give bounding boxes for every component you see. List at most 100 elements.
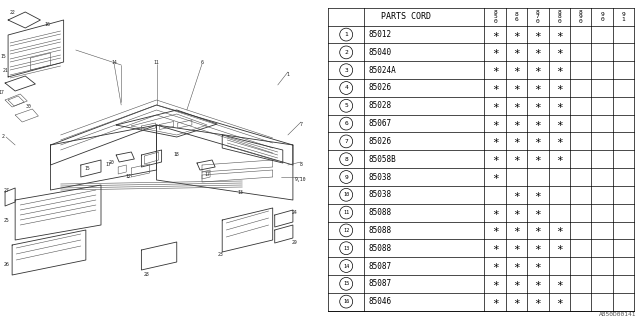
Text: 8
6: 8 6 [515, 12, 518, 21]
Text: 85087: 85087 [369, 261, 392, 270]
Text: ∗: ∗ [534, 101, 541, 111]
Text: 10: 10 [343, 192, 349, 197]
Text: 21: 21 [2, 68, 8, 74]
Text: 85026: 85026 [369, 84, 392, 92]
Text: ∗: ∗ [513, 29, 520, 40]
Text: ∗: ∗ [534, 225, 541, 236]
Text: ∗: ∗ [492, 261, 499, 271]
Text: ∗: ∗ [534, 208, 541, 218]
Text: 12: 12 [343, 228, 349, 233]
Text: 22: 22 [9, 10, 15, 14]
Text: 16: 16 [343, 299, 349, 304]
Text: 17: 17 [105, 163, 111, 167]
Text: 30: 30 [26, 105, 31, 109]
Text: 85088: 85088 [369, 244, 392, 253]
Text: 85012: 85012 [369, 30, 392, 39]
Text: ∗: ∗ [534, 190, 541, 200]
Text: ∗: ∗ [492, 47, 499, 57]
Text: 6: 6 [200, 60, 204, 65]
Text: ∗: ∗ [492, 83, 499, 93]
Text: 85028: 85028 [369, 101, 392, 110]
Text: ∗: ∗ [534, 261, 541, 271]
Text: 85067: 85067 [369, 119, 392, 128]
Text: 29: 29 [292, 239, 298, 244]
Text: 1: 1 [344, 32, 348, 37]
Text: 85088: 85088 [369, 208, 392, 217]
Text: ∗: ∗ [556, 119, 563, 129]
Text: 13: 13 [237, 189, 243, 195]
Text: ∗: ∗ [492, 29, 499, 40]
Text: ∗: ∗ [556, 47, 563, 57]
Text: ∗: ∗ [513, 225, 520, 236]
Text: 25: 25 [3, 218, 9, 222]
Text: 13: 13 [343, 246, 349, 251]
Text: ∗: ∗ [492, 101, 499, 111]
Text: 9: 9 [344, 174, 348, 180]
Text: ∗: ∗ [492, 243, 499, 253]
Text: 28: 28 [143, 271, 149, 276]
Text: 8
7
0: 8 7 0 [536, 10, 540, 24]
Text: 85024A: 85024A [369, 66, 397, 75]
Text: ∗: ∗ [492, 154, 499, 164]
Text: 2: 2 [344, 50, 348, 55]
Text: ∗: ∗ [534, 154, 541, 164]
Text: 9,10: 9,10 [295, 178, 307, 182]
Text: ∗: ∗ [492, 297, 499, 307]
Text: ∗: ∗ [513, 190, 520, 200]
Text: 7: 7 [300, 123, 303, 127]
Text: 6: 6 [344, 121, 348, 126]
Text: ∗: ∗ [556, 101, 563, 111]
Text: ∗: ∗ [556, 154, 563, 164]
Text: 11: 11 [154, 60, 159, 65]
Text: ∗: ∗ [492, 208, 499, 218]
Text: ∗: ∗ [534, 29, 541, 40]
Text: ∗: ∗ [556, 225, 563, 236]
Text: ∗: ∗ [492, 119, 499, 129]
Text: 85088: 85088 [369, 226, 392, 235]
Text: ∗: ∗ [534, 279, 541, 289]
Text: 16: 16 [45, 22, 51, 28]
Text: 18: 18 [174, 153, 180, 157]
Text: 8
8
0: 8 8 0 [557, 10, 561, 24]
Text: 1: 1 [287, 73, 289, 77]
Text: 7: 7 [344, 139, 348, 144]
Text: 8
9
0: 8 9 0 [579, 10, 582, 24]
Text: 8: 8 [344, 157, 348, 162]
Text: ∗: ∗ [513, 136, 520, 146]
Text: 85058B: 85058B [369, 155, 397, 164]
Text: 85040: 85040 [369, 48, 392, 57]
Text: ∗: ∗ [492, 225, 499, 236]
Text: 9
1: 9 1 [621, 12, 625, 21]
Text: ∗: ∗ [513, 65, 520, 75]
Text: ∗: ∗ [534, 119, 541, 129]
Text: 11: 11 [343, 210, 349, 215]
Text: ∗: ∗ [534, 136, 541, 146]
Text: ∗: ∗ [513, 243, 520, 253]
Text: ∗: ∗ [513, 83, 520, 93]
Text: 4: 4 [344, 85, 348, 91]
Text: ∗: ∗ [513, 208, 520, 218]
Text: ∗: ∗ [534, 297, 541, 307]
Text: 14: 14 [111, 60, 117, 65]
Text: ∗: ∗ [556, 29, 563, 40]
Text: 85038: 85038 [369, 190, 392, 199]
Text: 9
0: 9 0 [600, 12, 604, 21]
Text: ∗: ∗ [492, 172, 499, 182]
Text: ∗: ∗ [513, 47, 520, 57]
Text: 24: 24 [292, 211, 298, 215]
Text: ∗: ∗ [534, 83, 541, 93]
Text: 14: 14 [343, 263, 349, 268]
Text: 12: 12 [125, 174, 131, 180]
Text: ∗: ∗ [513, 101, 520, 111]
Text: ∗: ∗ [492, 279, 499, 289]
Text: ∗: ∗ [513, 119, 520, 129]
Text: 27: 27 [3, 188, 9, 193]
Text: 8: 8 [300, 163, 303, 167]
Text: ∗: ∗ [534, 47, 541, 57]
Text: 2: 2 [1, 134, 4, 140]
Text: ∗: ∗ [556, 65, 563, 75]
Text: 20: 20 [108, 161, 114, 165]
Text: 5: 5 [344, 103, 348, 108]
Text: ∗: ∗ [492, 65, 499, 75]
Text: 15: 15 [343, 281, 349, 286]
